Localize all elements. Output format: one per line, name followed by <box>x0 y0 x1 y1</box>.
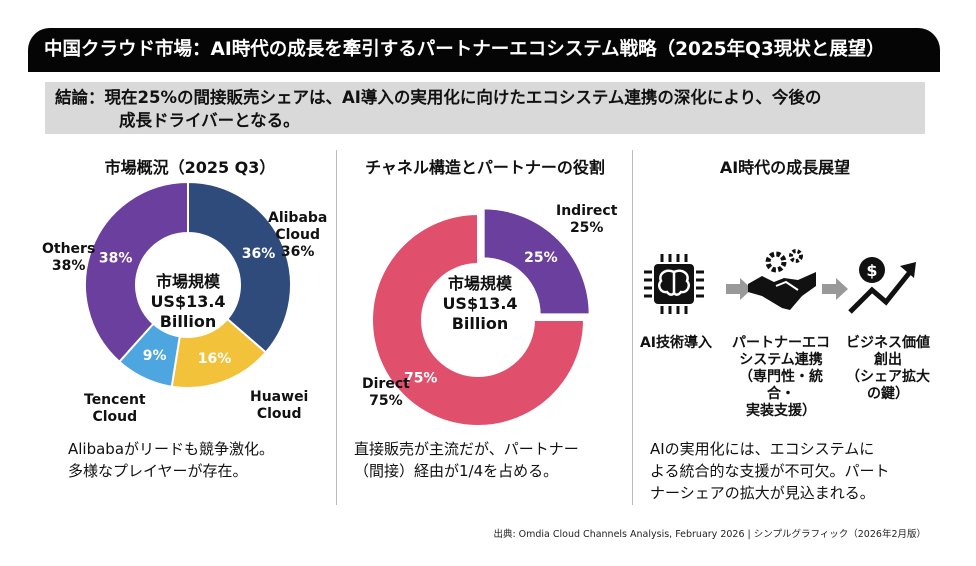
outlook-caption: AIの実用化には、エコシステムに よる統合的な支援が不可欠。パート ナーシェアの拡大… <box>650 438 890 504</box>
caption-line: よる統合的な支援が不可欠。パート <box>650 462 890 480</box>
svg-text:$: $ <box>866 261 877 280</box>
conclusion-line1: 結論：現在25%の間接販売シェアは、AI導入の実用化に向けたエコシステム連携の深… <box>55 88 822 107</box>
caption-line: ナーシェアの拡大が見込まれる。 <box>650 484 875 502</box>
conclusion-box: 結論：現在25%の間接販売シェアは、AI導入の実用化に向けたエコシステム連携の深… <box>45 82 925 134</box>
market-size-center: 市場規模 US$13.4 Billion <box>430 274 530 334</box>
label: Huawei <box>250 389 309 405</box>
legend-alibaba: Alibaba Cloud 36% <box>268 210 327 261</box>
channel-donut: 25% 75% <box>371 207 591 427</box>
growth-outlook-title: AI時代の成長展望 <box>719 158 851 177</box>
slice-value-label: 36% <box>242 246 276 262</box>
source-note: 出典: Omdia Cloud Channels Analysis, Febru… <box>493 529 926 540</box>
center-unit: Billion <box>159 312 217 331</box>
label: 38% <box>51 258 86 274</box>
label: 創出 <box>874 352 902 368</box>
label: （専門性・統合・ <box>739 369 823 402</box>
center-unit: Billion <box>451 314 509 333</box>
label: 25% <box>569 220 604 236</box>
label: AI技術導入 <box>639 335 713 351</box>
slice-indirect <box>482 207 591 316</box>
market-caption: Alibabaがリードも競争激化。 多様なプレイヤーが存在。 <box>68 438 274 482</box>
divider <box>632 150 633 505</box>
channel-structure-title: チャネル構造とパートナーの役割 <box>365 158 605 177</box>
slice-value-label: 16% <box>198 351 232 367</box>
center-label: 市場規模 <box>447 274 512 293</box>
flow-step-partner-ecosystem: パートナーエコ システム連携 （専門性・統合・ 実装支援） <box>726 335 836 420</box>
label: Direct <box>362 376 410 392</box>
slice-others <box>84 180 189 364</box>
page-title: 中国クラウド市場：AI時代の成長を牽引するパートナーエコシステム戦略（2025年… <box>28 28 940 72</box>
legend-huawei: Huawei Cloud <box>250 389 308 423</box>
caption-line: （間接）経由が1/4を占める。 <box>354 462 559 480</box>
label: ビジネス価値 <box>846 335 930 351</box>
label: Alibaba <box>268 210 328 226</box>
label: 36% <box>280 244 315 260</box>
dollar-growth-icon: $ <box>848 257 916 314</box>
label: Indirect <box>556 203 618 219</box>
label: Cloud <box>92 409 138 425</box>
caption-line: 直接販売が主流だが、パートナー <box>354 440 579 458</box>
caption-line: 多様なプレイヤーが存在。 <box>68 462 248 480</box>
channel-caption: 直接販売が主流だが、パートナー （間接）経由が1/4を占める。 <box>354 438 579 482</box>
label: の鍵） <box>867 386 909 402</box>
legend-tencent: Tencent Cloud <box>84 392 146 426</box>
label: Others <box>42 241 96 257</box>
flow-step-business-value: ビジネス価値 創出 （シェア拡大 の鍵） <box>838 335 938 403</box>
center-value: US$13.4 <box>442 294 518 313</box>
label: 実装支援） <box>746 403 816 419</box>
caption-line: AIの実用化には、エコシステムに <box>650 440 875 458</box>
market-size-center: 市場規模 US$13.4 Billion <box>138 272 238 332</box>
market-share-donut: 36% 16% 9% 38% <box>84 180 292 389</box>
label: （シェア拡大 <box>846 369 930 385</box>
slice-value-label: 75% <box>404 370 438 386</box>
caption-line: Alibabaがリードも競争激化。 <box>68 440 275 458</box>
label: システム連携 <box>739 352 823 368</box>
legend-direct: Direct 75% <box>362 376 410 410</box>
legend-others: Others 38% <box>42 241 95 275</box>
center-label: 市場規模 <box>155 272 220 291</box>
conclusion-line2: 成長ドライバーとなる。 <box>119 111 300 130</box>
slice-value-label: 9% <box>143 348 167 364</box>
market-overview-title: 市場概況（2025 Q3） <box>104 158 276 177</box>
flow-step-ai-adoption: AI技術導入 <box>636 335 716 352</box>
handshake-gears-icon <box>748 249 816 310</box>
slice-direct <box>371 212 586 427</box>
slice-value-label: 38% <box>99 250 133 266</box>
divider <box>336 150 337 505</box>
label: Tencent <box>84 392 146 408</box>
label: Cloud <box>256 406 302 422</box>
center-value: US$13.4 <box>150 292 226 311</box>
legend-indirect: Indirect 25% <box>556 203 617 237</box>
slice-value-label: 25% <box>524 250 558 266</box>
slice-alibaba-cloud <box>187 180 292 354</box>
label: パートナーエコ <box>732 335 830 351</box>
label: 75% <box>369 393 403 409</box>
flow-arrow-icon <box>822 278 848 300</box>
ai-chip-brain-icon <box>644 254 704 314</box>
label: Cloud <box>275 227 321 243</box>
